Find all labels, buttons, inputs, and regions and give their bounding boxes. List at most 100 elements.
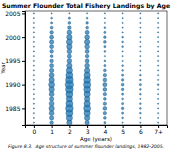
y-axis-line: [22, 12, 26, 126]
bubble: [157, 84, 159, 86]
x-axis: 01234567+: [26, 125, 168, 135]
title: Summer Flounder Total Fishery Landings b…: [2, 2, 170, 10]
x-axis-line: [26, 126, 168, 129]
bubble: [122, 69, 124, 71]
bubble: [85, 49, 89, 53]
bubble: [140, 17, 141, 18]
bubble: [103, 87, 107, 91]
bubble: [157, 122, 158, 123]
bubble: [140, 65, 141, 66]
bubble: [122, 112, 124, 114]
chart: 01234567+19851990199520002005Summer Flou…: [0, 0, 172, 150]
bubble: [50, 50, 54, 54]
bubble: [33, 89, 34, 90]
y-tick-mark: [22, 108, 25, 109]
bubble: [33, 70, 34, 71]
x-tick-label: 7+: [154, 128, 163, 135]
x-tick-label: 0: [32, 128, 36, 135]
bubble: [122, 13, 123, 14]
x-tick: 0: [32, 125, 36, 135]
bubble: [139, 103, 141, 105]
y-tick-label: 2005: [5, 10, 20, 17]
bubble: [122, 98, 124, 100]
bubble: [157, 46, 158, 47]
bubble: [104, 65, 106, 67]
bubble: [139, 84, 141, 86]
y-tick: 1985: [5, 105, 25, 112]
bubble: [157, 112, 158, 113]
bubble: [50, 26, 53, 29]
bubble: [67, 63, 72, 68]
bubble: [139, 74, 141, 76]
bubble: [33, 79, 34, 80]
plot-frame: [25, 11, 167, 125]
bubble: [140, 51, 141, 52]
y-tick: 2005: [5, 10, 25, 17]
bubble: [157, 55, 158, 56]
bubble: [122, 41, 124, 43]
bubble: [140, 98, 141, 99]
y-axis: 1985 1990 1995 2000 2005: [5, 10, 25, 126]
bubble: [86, 22, 89, 25]
bubble: [139, 107, 141, 109]
bubble: [104, 31, 106, 33]
bubble: [140, 27, 141, 28]
bubble: [122, 51, 123, 52]
bubble: [85, 44, 90, 49]
y-tick: 2000: [5, 34, 25, 41]
bubble: [51, 13, 52, 14]
bubble: [67, 34, 72, 39]
bubble: [103, 97, 106, 100]
bubble: [140, 46, 141, 47]
bubble: [122, 65, 124, 67]
bubble: [139, 112, 141, 114]
bubble: [140, 70, 141, 71]
bubble: [50, 45, 54, 49]
bubble: [103, 78, 107, 82]
x-tick: 1: [50, 125, 54, 135]
x-tick-label: 5: [121, 128, 125, 135]
bubble: [33, 36, 34, 37]
bubble: [49, 116, 53, 120]
bubble: [49, 92, 54, 97]
bubble: [122, 117, 124, 119]
y-tick-label: 1985: [5, 105, 20, 112]
bubble: [157, 103, 158, 104]
bubble: [157, 89, 158, 90]
x-tick: 2: [68, 125, 72, 135]
y-tick-label: 1990: [5, 81, 20, 88]
bubble: [140, 32, 141, 33]
y-tick: 1995: [5, 57, 25, 64]
bubble: [122, 93, 124, 95]
bubble: [157, 74, 158, 75]
bubble: [85, 63, 90, 68]
bubble: [33, 84, 34, 85]
bubble: [104, 36, 107, 39]
bubble: [33, 60, 34, 61]
bubble: [33, 112, 34, 113]
bubble: [103, 106, 107, 110]
x-tick: 3: [86, 125, 90, 135]
bubble: [122, 27, 123, 28]
bubble: [104, 55, 105, 56]
bubble: [157, 98, 158, 99]
bubble: [103, 116, 106, 119]
x-tick: 5: [121, 125, 125, 135]
bubble: [51, 17, 53, 19]
bubble: [140, 13, 141, 14]
bubble: [84, 68, 89, 73]
bubble: [86, 26, 89, 29]
bubble: [139, 88, 141, 90]
bubble: [33, 98, 34, 99]
bubble: [140, 36, 141, 37]
bubble: [104, 122, 106, 124]
bubble: [33, 74, 34, 75]
bubble: [33, 122, 34, 123]
bubble: [49, 106, 54, 111]
x-tick-label: 2: [68, 128, 72, 135]
bubble: [157, 108, 158, 109]
bubble: [122, 74, 124, 76]
bubble: [85, 120, 89, 124]
bubble: [49, 97, 53, 101]
bubble: [104, 50, 106, 52]
